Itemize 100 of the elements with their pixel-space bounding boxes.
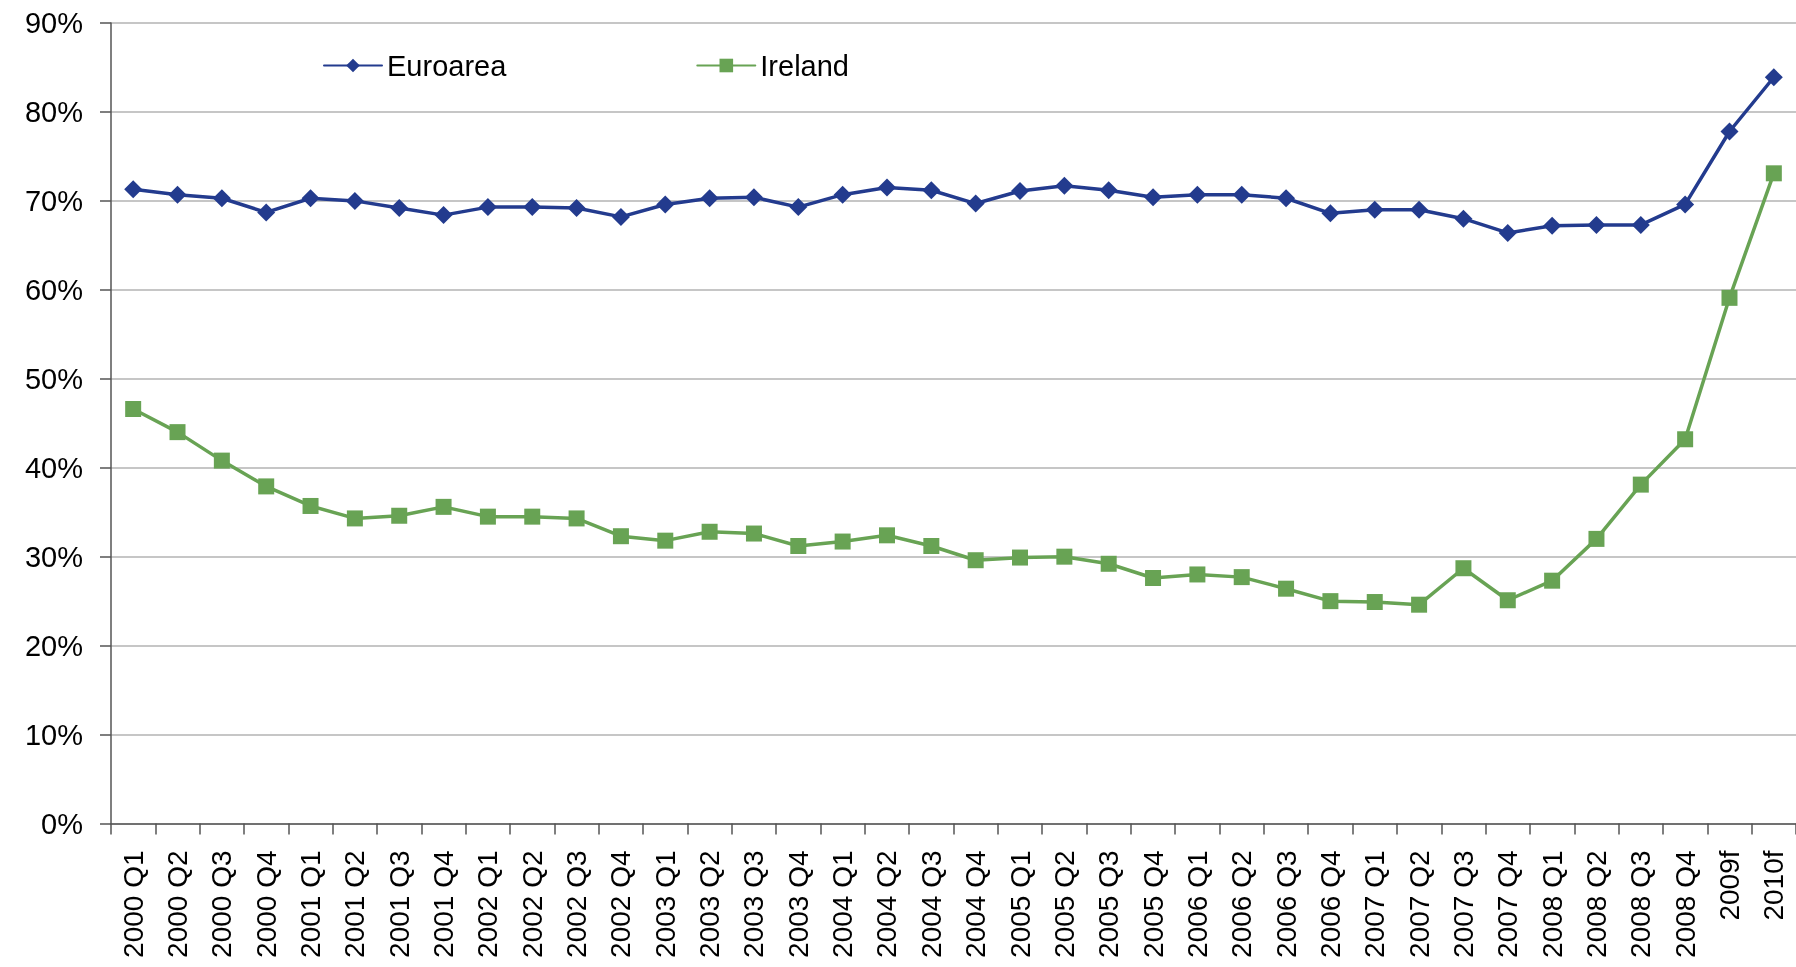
point	[1100, 555, 1117, 572]
y-tick-label: 50%	[24, 362, 83, 395]
point	[790, 537, 807, 554]
x-tick-label: 2008 Q3	[1625, 850, 1657, 958]
point	[524, 508, 541, 525]
x-tick-label: 2006 Q4	[1314, 850, 1346, 958]
y-tick-label: 30%	[24, 540, 83, 573]
x-tick-label: 2006 Q1	[1181, 850, 1213, 958]
point	[1278, 580, 1295, 597]
x-tick-label: 2002 Q4	[605, 850, 637, 958]
point	[346, 510, 363, 527]
point	[1411, 596, 1428, 613]
point	[1499, 592, 1516, 609]
point	[700, 189, 719, 208]
x-tick-label: 2001 Q2	[339, 850, 371, 958]
y-tick-label: 90%	[24, 7, 83, 39]
legend-label: Ireland	[760, 49, 849, 82]
x-tick-label: 2007 Q3	[1447, 850, 1479, 958]
point	[1543, 216, 1562, 235]
point	[168, 185, 187, 204]
point	[345, 191, 364, 210]
point	[257, 203, 276, 222]
point	[1233, 569, 1250, 586]
point	[1322, 593, 1339, 610]
x-tick-label: 2001 Q3	[383, 850, 415, 958]
point	[1765, 165, 1782, 182]
point	[1498, 223, 1517, 242]
point	[479, 508, 496, 525]
point	[568, 510, 585, 527]
x-tick-label: 2001 Q1	[295, 850, 327, 958]
x-tick-label: 2007 Q2	[1403, 850, 1435, 958]
point	[1677, 431, 1694, 448]
point	[789, 198, 808, 217]
point	[1676, 195, 1695, 214]
point	[1144, 188, 1163, 207]
x-tick-label: 2004 Q3	[915, 850, 947, 958]
point	[124, 180, 143, 199]
point	[1587, 215, 1606, 234]
point	[567, 199, 586, 217]
point	[1365, 200, 1384, 219]
y-tick-label: 20%	[24, 629, 83, 662]
point	[745, 525, 762, 542]
x-tick-label: 2005 Q4	[1137, 850, 1169, 958]
x-tick-label: 2004 Q2	[871, 850, 903, 958]
x-tick-label: 2002 Q1	[472, 850, 504, 958]
point	[1588, 530, 1605, 547]
point	[1721, 289, 1738, 306]
point	[1232, 185, 1251, 204]
point	[701, 523, 718, 540]
x-tick-label: 2003 Q2	[694, 850, 726, 958]
point	[435, 498, 452, 515]
point	[1454, 209, 1473, 228]
x-tick-label: 2004 Q4	[960, 850, 992, 958]
point	[922, 181, 941, 200]
x-tick-label: 2003 Q3	[738, 850, 770, 958]
x-tick-label: 2000 Q2	[162, 850, 194, 958]
x-tick-label: 2000 Q1	[117, 850, 149, 958]
point	[391, 507, 408, 524]
point	[656, 195, 675, 214]
point	[744, 188, 763, 207]
point	[390, 199, 409, 217]
x-tick-label: 2003 Q1	[649, 850, 681, 958]
x-tick-label: 2008 Q2	[1580, 850, 1612, 958]
point	[1277, 189, 1296, 208]
x-tick-label: 2008 Q1	[1536, 850, 1568, 958]
point	[1410, 200, 1429, 219]
point	[1099, 181, 1118, 200]
point	[523, 198, 542, 217]
y-tick-label: 40%	[24, 451, 83, 484]
point	[1145, 570, 1162, 587]
point	[611, 207, 630, 226]
point	[1764, 68, 1783, 87]
point	[878, 527, 895, 544]
x-tick-label: 2000 Q3	[206, 850, 238, 958]
x-tick-label: 2005 Q3	[1093, 850, 1125, 958]
point	[966, 194, 985, 213]
point	[1189, 566, 1206, 583]
point	[877, 178, 896, 197]
point	[1631, 215, 1650, 234]
point	[1455, 560, 1472, 577]
y-tick-label: 60%	[24, 273, 83, 306]
point	[1188, 185, 1207, 204]
x-tick-label: 2002 Q3	[561, 850, 593, 958]
point	[212, 189, 231, 208]
point	[657, 532, 674, 549]
point	[169, 424, 186, 441]
point	[1321, 204, 1340, 223]
x-tick-label: 2010f	[1758, 850, 1790, 921]
legend-label: Euroarea	[387, 49, 508, 82]
point	[967, 552, 984, 569]
x-tick-label: 2000 Q4	[250, 850, 282, 958]
point	[834, 533, 851, 550]
point	[1632, 476, 1649, 493]
point	[1366, 594, 1383, 611]
point	[258, 478, 275, 495]
y-tick-label: 80%	[24, 95, 83, 128]
point	[1012, 549, 1029, 566]
x-tick-label: 2001 Q4	[428, 850, 460, 958]
x-tick-label: 2005 Q1	[1004, 850, 1036, 958]
point	[1055, 176, 1074, 195]
